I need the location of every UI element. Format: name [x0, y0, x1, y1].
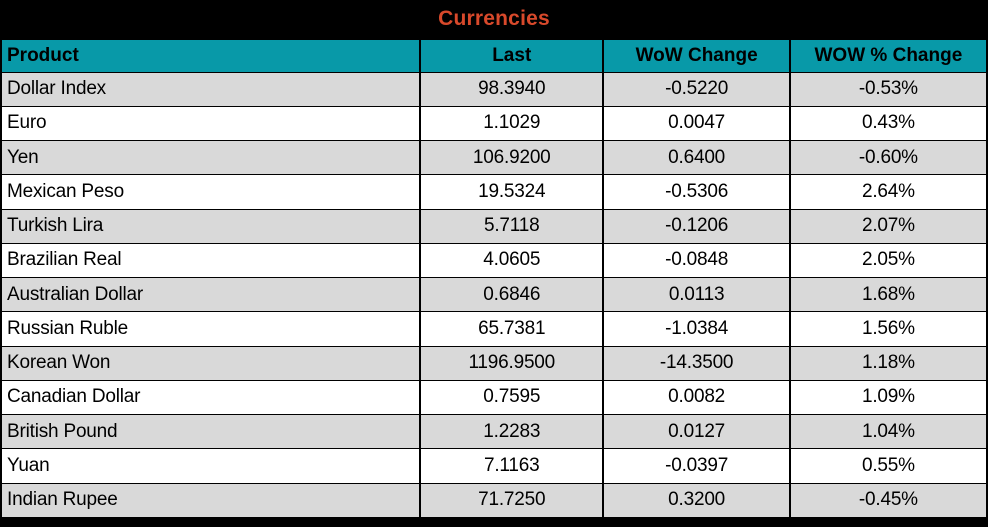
table-row: Euro 1.1029 0.0047 0.43%: [0, 105, 988, 142]
last-cell: 0.7595: [419, 379, 605, 416]
wow-change-cell: -0.1206: [602, 208, 791, 244]
wow-change-cell: 0.6400: [602, 139, 791, 176]
wow-change-cell: -0.0397: [602, 448, 791, 484]
wow-pct-change-cell: 1.18%: [788, 345, 988, 381]
last-cell: 106.9200: [419, 139, 605, 176]
product-cell: Brazilian Real: [0, 242, 422, 279]
table-row: Australian Dollar 0.6846 0.0113 1.68%: [0, 276, 988, 313]
last-cell: 71.7250: [419, 482, 605, 519]
table-row: Mexican Peso 19.5324 -0.5306 2.64%: [0, 174, 988, 210]
wow-change-cell: 0.0127: [602, 413, 791, 450]
header-last: Last: [419, 38, 605, 73]
wow-pct-change-cell: -0.53%: [788, 71, 988, 107]
currencies-table: Product Last WoW Change WOW % Change Dol…: [0, 38, 988, 519]
last-cell: 5.7118: [419, 208, 605, 244]
product-cell: British Pound: [0, 413, 422, 450]
header-product: Product: [0, 38, 422, 73]
product-cell: Canadian Dollar: [0, 379, 422, 416]
last-cell: 1196.9500: [419, 345, 605, 381]
product-cell: Dollar Index: [0, 71, 422, 107]
wow-pct-change-cell: -0.60%: [788, 139, 988, 176]
wow-pct-change-cell: 2.07%: [788, 208, 988, 244]
product-cell: Euro: [0, 105, 422, 142]
last-cell: 4.0605: [419, 242, 605, 279]
table-row: Turkish Lira 5.7118 -0.1206 2.07%: [0, 208, 988, 244]
panel-title-bar: Currencies: [0, 0, 988, 38]
wow-pct-change-cell: 1.56%: [788, 311, 988, 347]
last-cell: 1.1029: [419, 105, 605, 142]
wow-pct-change-cell: 0.55%: [788, 448, 988, 484]
panel-title: Currencies: [438, 7, 550, 30]
wow-change-cell: -14.3500: [602, 345, 791, 381]
table-row: Russian Ruble 65.7381 -1.0384 1.56%: [0, 311, 988, 347]
last-cell: 98.3940: [419, 71, 605, 107]
wow-pct-change-cell: 0.43%: [788, 105, 988, 142]
wow-pct-change-cell: -0.45%: [788, 482, 988, 519]
wow-change-cell: -1.0384: [602, 311, 791, 347]
product-cell: Australian Dollar: [0, 276, 422, 313]
header-wow-pct-change: WOW % Change: [788, 38, 988, 73]
table-row: Canadian Dollar 0.7595 0.0082 1.09%: [0, 379, 988, 416]
wow-pct-change-cell: 2.64%: [788, 174, 988, 210]
wow-change-cell: 0.3200: [602, 482, 791, 519]
last-cell: 7.1163: [419, 448, 605, 484]
table-row: Yen 106.9200 0.6400 -0.60%: [0, 139, 988, 176]
table-row: Indian Rupee 71.7250 0.3200 -0.45%: [0, 482, 988, 519]
table-row: Korean Won 1196.9500 -14.3500 1.18%: [0, 345, 988, 381]
wow-change-cell: -0.5220: [602, 71, 791, 107]
table-row: British Pound 1.2283 0.0127 1.04%: [0, 413, 988, 450]
wow-change-cell: -0.0848: [602, 242, 791, 279]
wow-pct-change-cell: 1.09%: [788, 379, 988, 416]
wow-pct-change-cell: 1.68%: [788, 276, 988, 313]
wow-change-cell: -0.5306: [602, 174, 791, 210]
product-cell: Russian Ruble: [0, 311, 422, 347]
last-cell: 19.5324: [419, 174, 605, 210]
wow-change-cell: 0.0113: [602, 276, 791, 313]
table-body: Dollar Index 98.3940 -0.5220 -0.53% Euro…: [0, 71, 988, 519]
wow-pct-change-cell: 2.05%: [788, 242, 988, 279]
last-cell: 1.2283: [419, 413, 605, 450]
product-cell: Turkish Lira: [0, 208, 422, 244]
product-cell: Yen: [0, 139, 422, 176]
table-row: Dollar Index 98.3940 -0.5220 -0.53%: [0, 71, 988, 107]
header-row: Product Last WoW Change WOW % Change: [0, 38, 988, 73]
wow-change-cell: 0.0082: [602, 379, 791, 416]
table-row: Yuan 7.1163 -0.0397 0.55%: [0, 448, 988, 484]
wow-change-cell: 0.0047: [602, 105, 791, 142]
last-cell: 65.7381: [419, 311, 605, 347]
product-cell: Korean Won: [0, 345, 422, 381]
product-cell: Indian Rupee: [0, 482, 422, 519]
product-cell: Mexican Peso: [0, 174, 422, 210]
wow-pct-change-cell: 1.04%: [788, 413, 988, 450]
table-row: Brazilian Real 4.0605 -0.0848 2.05%: [0, 242, 988, 279]
bottom-divider-bar: [0, 519, 988, 527]
last-cell: 0.6846: [419, 276, 605, 313]
product-cell: Yuan: [0, 448, 422, 484]
header-wow-change: WoW Change: [602, 38, 791, 73]
